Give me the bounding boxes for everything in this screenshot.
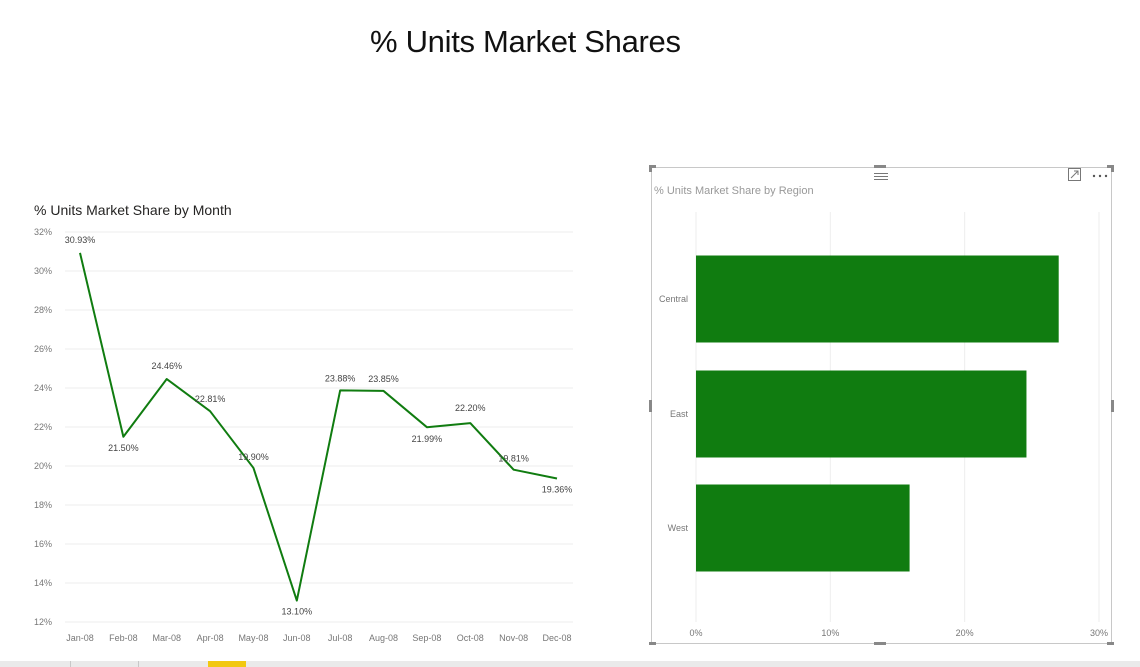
- y-tick-label: 14%: [34, 578, 52, 588]
- x-tick-label: Jun-08: [283, 633, 311, 643]
- x-tick-label: May-08: [238, 633, 268, 643]
- data-label: 23.85%: [368, 374, 399, 384]
- y-tick-label: 32%: [34, 227, 52, 237]
- x-tick-label: Mar-08: [152, 633, 181, 643]
- y-tick-label: 30%: [34, 266, 52, 276]
- x-tick-label: Jul-08: [328, 633, 353, 643]
- resize-handle-top[interactable]: [874, 165, 886, 168]
- resize-handle-top-left[interactable]: [649, 165, 656, 168]
- data-label: 22.81%: [195, 394, 226, 404]
- bar: [696, 484, 910, 572]
- tab-separator: [70, 661, 71, 667]
- bar-chart-title: % Units Market Share by Region: [654, 185, 814, 197]
- data-label: 19.36%: [542, 484, 573, 494]
- resize-handle-top-left-v[interactable]: [649, 165, 652, 172]
- y-tick-label: 16%: [34, 539, 52, 549]
- x-tick-label: Feb-08: [109, 633, 138, 643]
- x-tick-label: Nov-08: [499, 633, 528, 643]
- resize-handle-left[interactable]: [649, 400, 652, 412]
- more-options-icon[interactable]: [1092, 168, 1108, 182]
- bar: [696, 370, 1027, 458]
- x-tick-label: 0%: [689, 628, 702, 638]
- x-tick-label: 30%: [1090, 628, 1108, 638]
- drag-handle-icon[interactable]: [874, 168, 888, 182]
- resize-handle-bottom-left[interactable]: [649, 642, 656, 645]
- y-category-label: West: [668, 523, 689, 533]
- data-label: 23.88%: [325, 373, 356, 383]
- y-category-label: Central: [659, 294, 688, 304]
- y-tick-label: 20%: [34, 461, 52, 471]
- data-label: 21.50%: [108, 443, 139, 453]
- data-label: 24.46%: [151, 361, 182, 371]
- y-tick-label: 26%: [34, 344, 52, 354]
- y-tick-label: 22%: [34, 422, 52, 432]
- x-tick-label: 20%: [956, 628, 974, 638]
- y-tick-label: 12%: [34, 617, 52, 627]
- x-tick-label: Oct-08: [457, 633, 484, 643]
- resize-handle-right[interactable]: [1111, 400, 1114, 412]
- page-title: % Units Market Shares: [370, 24, 681, 59]
- line-chart-title: % Units Market Share by Month: [34, 202, 232, 218]
- x-tick-label: 10%: [821, 628, 839, 638]
- x-tick-label: Sep-08: [412, 633, 441, 643]
- x-tick-label: Apr-08: [197, 633, 224, 643]
- resize-handle-bottom-right[interactable]: [1107, 642, 1114, 645]
- data-label: 19.90%: [238, 452, 269, 462]
- y-tick-label: 18%: [34, 500, 52, 510]
- y-tick-label: 28%: [34, 305, 52, 315]
- data-label: 30.93%: [65, 235, 96, 245]
- resize-handle-top-right[interactable]: [1107, 165, 1114, 168]
- data-label: 21.99%: [412, 434, 443, 444]
- x-tick-label: Aug-08: [369, 633, 398, 643]
- data-label: 13.10%: [282, 607, 313, 617]
- data-label: 22.20%: [455, 403, 486, 413]
- y-tick-label: 24%: [34, 383, 52, 393]
- active-page-tab-indicator[interactable]: [208, 661, 246, 667]
- tab-separator: [138, 661, 139, 667]
- bar: [696, 255, 1059, 343]
- data-label: 19.81%: [498, 454, 529, 464]
- page-tabs-bar: [0, 661, 1140, 667]
- x-tick-label: Dec-08: [542, 633, 571, 643]
- resize-handle-bottom[interactable]: [874, 642, 886, 645]
- y-category-label: East: [670, 409, 689, 419]
- resize-handle-top-right-v[interactable]: [1111, 165, 1114, 172]
- series-line: [79, 252, 558, 602]
- focus-mode-icon[interactable]: [1068, 168, 1082, 183]
- x-tick-label: Jan-08: [66, 633, 94, 643]
